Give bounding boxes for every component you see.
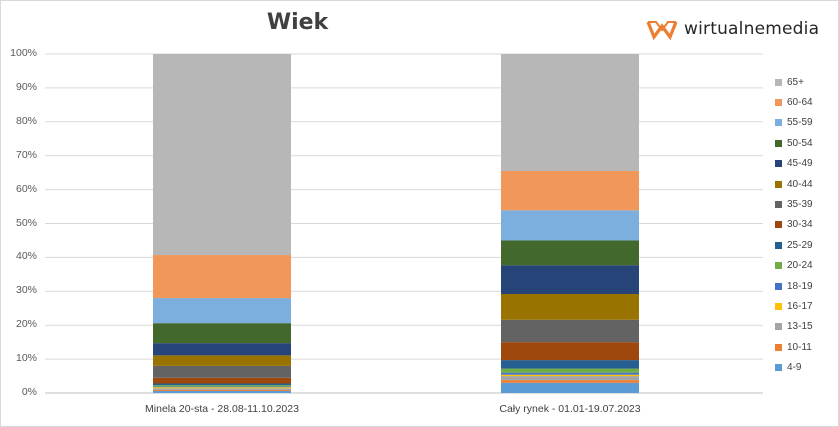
legend-swatch	[775, 241, 782, 249]
bar-segment-20-24	[153, 385, 291, 387]
legend-swatch	[775, 201, 782, 209]
bar-segment-18-19	[501, 372, 639, 375]
legend-item: 40-44	[775, 174, 813, 194]
bar-segment-45-49	[153, 343, 291, 356]
y-tick-label: 20%	[15, 318, 37, 331]
y-tick-label: 60%	[15, 182, 37, 195]
bar-segment-35-39	[501, 319, 639, 343]
bar-segment-40-44	[153, 355, 291, 366]
legend-item: 20-24	[775, 256, 813, 276]
bar-segment-25-29	[153, 383, 291, 386]
y-tick-label: 70%	[15, 148, 37, 161]
legend-swatch	[775, 180, 782, 188]
legend-swatch	[775, 99, 782, 107]
legend-label: 18-19	[787, 280, 813, 292]
logo-text: wirtualnemedia	[684, 19, 820, 39]
legend-item: 13-15	[775, 317, 813, 337]
legend-swatch	[775, 262, 782, 270]
y-tick-label: 10%	[15, 352, 37, 365]
legend-label: 13-15	[787, 321, 813, 333]
chart-title: Wiek	[266, 10, 329, 35]
legend-item: 65+	[775, 72, 813, 92]
bar-segment-16-17	[153, 387, 291, 389]
legend: 65+ 60-64 55-59 50-54 45-49 40-44 35-39 30-34 25…	[775, 72, 813, 378]
bar-segment-45-49	[501, 265, 639, 295]
bar-segment-4-9	[501, 382, 639, 393]
bar-segment-30-34	[153, 377, 291, 384]
x-tick-label: Cały rynek - 01.01-19.07.2023	[499, 403, 641, 415]
legend-item: 30-34	[775, 215, 813, 235]
legend-swatch	[775, 139, 782, 147]
legend-item: 45-49	[775, 154, 813, 174]
legend-swatch	[775, 119, 782, 127]
y-tick-label: 50%	[15, 216, 37, 229]
legend-label: 4-9	[787, 362, 802, 374]
legend-swatch	[775, 221, 782, 229]
legend-label: 40-44	[787, 178, 813, 190]
legend-label: 10-11	[787, 341, 812, 353]
bar-segment-13-15	[501, 376, 639, 381]
legend-item: 35-39	[775, 194, 813, 214]
legend-swatch	[775, 343, 782, 351]
legend-item: 55-59	[775, 113, 813, 133]
legend-item: 4-9	[775, 357, 813, 377]
legend-label: 25-29	[787, 239, 813, 251]
x-tick-label: Minela 20-sta - 28.08-11.10.2023	[145, 403, 299, 415]
bar-segment-50-54	[501, 240, 639, 266]
bar-segment-60-64	[153, 255, 291, 299]
bar-segment-4-9	[153, 390, 291, 393]
legend-label: 50-54	[787, 137, 813, 149]
legend-item: 10-11	[775, 337, 813, 357]
y-tick-label: 30%	[15, 284, 37, 297]
legend-label: 65+	[787, 76, 804, 88]
legend-item: 60-64	[775, 92, 813, 112]
legend-label: 20-24	[787, 260, 813, 272]
legend-swatch	[775, 160, 782, 168]
legend-item: 25-29	[775, 235, 813, 255]
legend-label: 45-49	[787, 158, 813, 170]
bar-segment-60-64	[501, 170, 639, 211]
legend-label: 55-59	[787, 117, 813, 129]
y-tick-label: 90%	[15, 80, 37, 93]
bar-segment-55-59	[153, 298, 291, 324]
legend-label: 35-39	[787, 199, 813, 211]
bar-segment-65plus	[501, 54, 639, 171]
bar-segment-18-19	[153, 386, 291, 388]
bar-segment-10-11	[501, 380, 639, 383]
legend-label: 60-64	[787, 97, 813, 109]
bar-segment-50-54	[153, 323, 291, 344]
bar-segment-55-59	[501, 210, 639, 241]
y-tick-label: 100%	[10, 47, 37, 59]
bar-segment-30-34	[501, 342, 639, 361]
legend-swatch	[775, 282, 782, 290]
bar-segment-20-24	[501, 368, 639, 373]
legend-item: 18-19	[775, 276, 813, 296]
bar-segment-13-15	[153, 388, 291, 390]
legend-swatch	[775, 364, 782, 372]
bar-segment-16-17	[501, 374, 639, 377]
legend-label: 16-17	[787, 300, 813, 312]
legend-swatch	[775, 302, 782, 310]
y-tick-label: 80%	[15, 114, 37, 127]
bar-segment-40-44	[501, 294, 639, 320]
legend-item: 16-17	[775, 296, 813, 316]
bar-segment-65plus	[153, 54, 291, 256]
y-tick-label: 0%	[21, 386, 37, 398]
wm-logo-icon	[646, 21, 678, 40]
brand-logo: wirtualnemedia	[646, 14, 819, 44]
y-tick-label: 40%	[15, 250, 37, 263]
legend-item: 50-54	[775, 133, 813, 153]
legend-swatch	[775, 323, 782, 331]
legend-swatch	[775, 78, 782, 86]
bar-segment-35-39	[153, 365, 291, 378]
legend-label: 30-34	[787, 219, 813, 231]
bar-segment-25-29	[501, 360, 639, 369]
bar-segment-10-11	[153, 389, 291, 391]
